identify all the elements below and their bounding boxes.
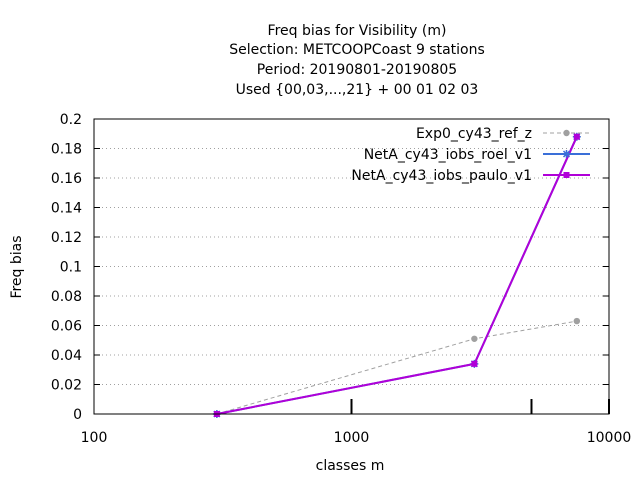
y-tick-label: 0.14 <box>51 201 82 217</box>
chart-title-line-1: Freq bias for Visibility (m) <box>268 23 447 39</box>
legend-entry: Exp0_cy43_ref_z <box>416 126 590 142</box>
legend-swatch-marker <box>562 150 571 158</box>
legend-swatch-marker <box>563 129 570 137</box>
y-tick-label: 0.02 <box>51 378 82 394</box>
chart-title-line-4: Used {00,03,...,21} + 00 01 02 03 <box>236 82 479 98</box>
series-1 <box>213 317 581 418</box>
data-point <box>573 133 580 140</box>
legend-label: Exp0_cy43_ref_z <box>416 126 532 142</box>
y-tick-label: 0.06 <box>51 319 82 335</box>
y-tick-label: 0 <box>73 407 82 423</box>
data-point <box>471 335 478 342</box>
series-line <box>216 320 577 415</box>
y-tick-label: 0.12 <box>51 230 82 246</box>
x-tick-label: 1000 <box>334 430 370 446</box>
y-tick-label: 0.18 <box>51 142 82 158</box>
y-axis-label: Freq bias <box>9 235 25 298</box>
legend-label: NetA_cy43_iobs_paulo_v1 <box>351 168 532 184</box>
legend-label: NetA_cy43_iobs_roel_v1 <box>364 147 532 163</box>
y-tick-label: 0.16 <box>51 171 82 187</box>
legend-swatch-marker <box>563 172 570 178</box>
data-point <box>573 317 581 325</box>
legend-entry: NetA_cy43_iobs_roel_v1 <box>364 147 590 163</box>
data-point <box>471 360 478 367</box>
x-tick-label: 10000 <box>587 430 632 446</box>
y-tick-label: 0.2 <box>60 112 82 128</box>
axis-ticks: 0 0.02 0.04 0.06 0.08 0.1 0.12 0.14 0.16 0.18 0.2 1… <box>51 112 631 446</box>
chart-title-line-2: Selection: METCOOPCoast 9 stations <box>229 42 485 58</box>
legend: Exp0_cy43_ref_z NetA_cy43_iobs_roel_v1 Net… <box>351 126 590 184</box>
chart-title-line-3: Period: 20190801-20190805 <box>257 62 457 78</box>
legend-entry: NetA_cy43_iobs_paulo_v1 <box>351 168 590 184</box>
x-axis-label: classes m <box>316 458 385 474</box>
plot-frame <box>93 118 610 415</box>
y-tick-label: 0.1 <box>60 260 82 276</box>
y-tick-label: 0.08 <box>51 289 82 305</box>
y-tick-label: 0.04 <box>51 348 82 364</box>
x-tick-label: 100 <box>81 430 108 446</box>
